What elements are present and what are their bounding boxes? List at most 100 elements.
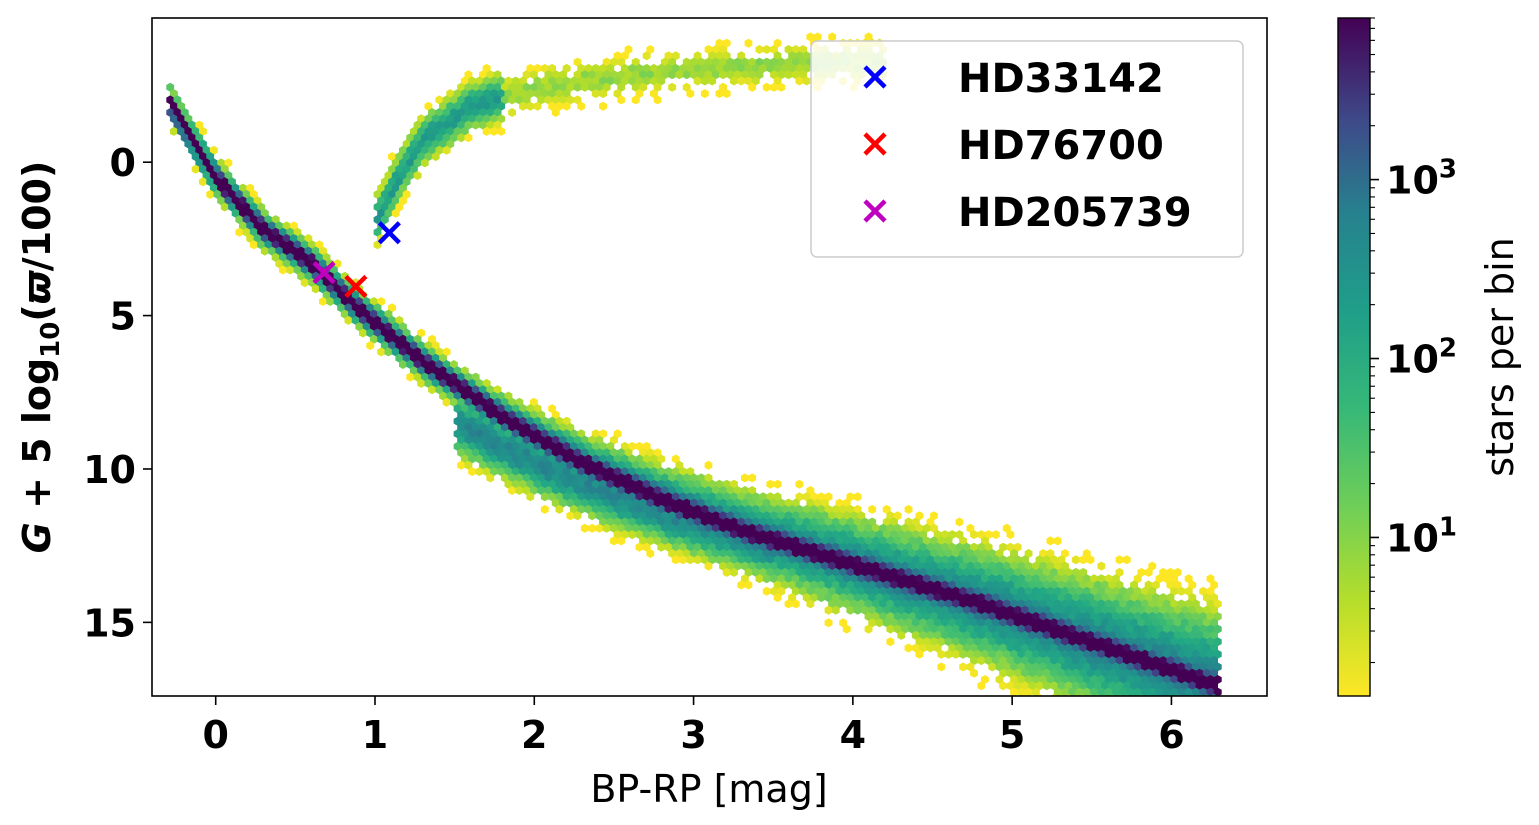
hexbin-cell [770,574,778,584]
hexbin-cell [861,580,869,590]
hexbin-cell [1213,649,1222,659]
hexbin-cell [915,574,924,584]
hexbin-cell [246,221,255,231]
hexbin-cell [173,108,182,117]
x-tick-label: 4 [840,713,866,757]
hexbin-cell [1206,599,1215,609]
hexbin-cell [806,599,815,609]
hexbin-cell [268,234,276,243]
hexbin-cell [526,89,535,99]
hexbin-cell [719,82,727,92]
hexbin-cell [515,448,524,458]
hexbin-cell [700,517,709,527]
hexbin-cell [460,404,469,414]
hexbin-cell [679,530,687,540]
hexbin-cell [893,574,902,584]
hexbin-cell [671,517,680,527]
hexbin-cell [624,448,633,458]
hexbin-cell [584,492,593,502]
hexbin-cell [966,649,975,659]
hexbin-cell [951,599,960,609]
hexbin-cell [588,473,596,483]
hexbin-cell [1075,624,1084,634]
hexbin-cell [908,549,917,558]
hexbin-cell [573,473,582,483]
hexbin-cell [635,441,644,451]
colorbar-tick-label: 102 [1386,334,1457,382]
hexbin-cell [1148,637,1157,647]
hexbin-cell [922,624,931,634]
hexbin-cell [220,177,229,187]
hexbin-cell [530,410,538,420]
hexbin-cell [1021,555,1029,565]
hexbin-cell [882,580,891,590]
hexbin-cell [802,593,811,603]
hexbin-cell [439,353,447,363]
hexbin-cell [479,448,487,458]
hexbin-cell [384,183,393,193]
hexbin-cell [337,290,346,300]
hexbin-cell [741,574,749,584]
hexbin-cell [435,133,444,143]
hexbin-cell [933,542,942,552]
hexbin-cell [693,63,702,73]
hexbin-cell [435,385,444,395]
hexbin-cell [486,108,495,117]
hexbin-cell [1061,637,1069,647]
hexbin-cell [635,467,644,477]
hexbin-cell [1090,624,1098,634]
hexbin-cell [813,561,822,571]
hexbin-cell [904,504,913,514]
hexbin-cell [1170,586,1178,596]
hexbin-cell [450,95,458,105]
hexbin-cell [570,492,578,502]
hexbin-cell [424,114,433,124]
hexbin-cell [195,158,204,168]
hexbin-cell [551,82,560,92]
hexbin-cell [337,278,346,288]
hexbin-cell [915,624,924,634]
hexbin-cell [217,196,225,206]
hexbin-cell [762,57,771,67]
hexbin-cell [737,63,746,73]
hexbin-cell [1192,675,1200,684]
hexbin-cell [755,536,764,546]
hexbin-cell [497,441,506,451]
hexbin-cell [1210,656,1218,666]
hexbin-cell [693,51,702,61]
hexbin-cell [555,441,564,451]
hexbin-cell [991,567,1000,577]
colorbar-gradient [1337,17,1371,697]
hexbin-cell [457,120,466,130]
hexbin-cell [1010,687,1018,696]
hexbin-cell [755,523,764,533]
hexbin-cell [551,70,560,80]
hexbin-cell [606,76,615,86]
hexbin-cell [464,460,473,470]
hexbin-cell [460,76,469,86]
hexbin-cell [991,530,1000,540]
hexbin-cell [977,555,986,565]
hexbin-cell [962,593,971,603]
hexbin-cell [1181,656,1189,666]
hexbin-cell [260,234,269,243]
hexbin-cell [711,486,720,495]
hexbin-cell [1108,656,1117,666]
hexbin-cell [781,504,789,514]
hexbin-cell [955,580,964,590]
hexbin-cell [1159,593,1168,603]
hexbin-cell [610,473,618,483]
hexbin-cell [515,486,524,495]
hexbin-cell [744,580,753,590]
hexbin-cell [297,271,306,281]
hexbin-cell [951,624,960,634]
hexbin-cell [242,189,251,199]
hexbin-cell [955,643,964,653]
hexbin-cell [719,561,727,571]
hexbin-cell [893,561,902,571]
hexbin-cell [802,504,811,514]
hexbin-cell [475,429,484,439]
hexbin-cell [504,454,513,464]
hexbin-cell [846,504,855,514]
hexbin-cell [693,76,702,86]
